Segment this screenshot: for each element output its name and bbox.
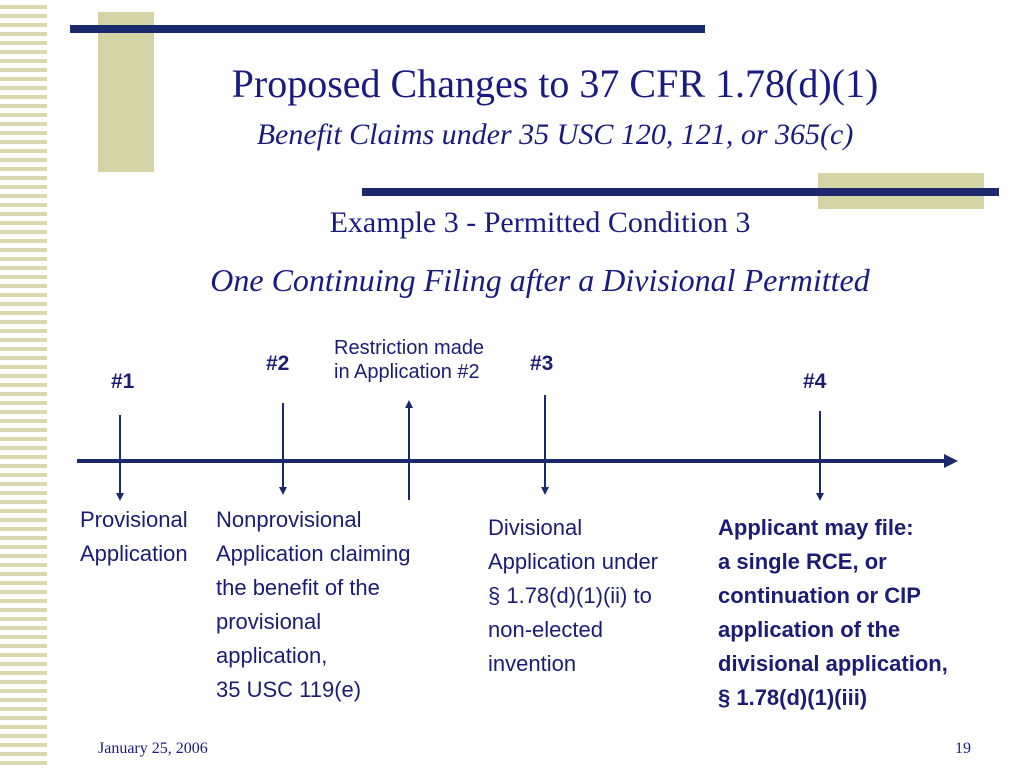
desc-app3-line: § 1.78(d)(1)(ii) to <box>488 583 652 608</box>
desc-app2-line: application, <box>216 643 328 668</box>
desc-app2: Nonprovisional Application claiming the … <box>216 503 410 707</box>
desc-app2-line: 35 USC 119(e) <box>216 677 362 702</box>
desc-app1: Provisional Application <box>80 503 188 571</box>
slide-subtitle: Benefit Claims under 35 USC 120, 121, or… <box>256 118 854 151</box>
restriction-note-line1: Restriction made <box>334 337 485 359</box>
desc-app3-line: Divisional <box>488 515 583 540</box>
example-subheading: One Continuing Filing after a Divisional… <box>210 262 870 298</box>
desc-app3: Divisional Application under § 1.78(d)(1… <box>488 511 658 681</box>
desc-app4-line: divisional application, <box>718 651 948 676</box>
desc-app2-line: provisional <box>216 609 322 634</box>
desc-app1-line: Application <box>80 541 188 566</box>
decor-navy-bar-top <box>70 25 705 33</box>
timeline-arrowhead <box>944 454 958 468</box>
restriction-note-line2: in Application #2 <box>334 361 480 383</box>
desc-app4-line: application of the <box>718 617 901 642</box>
desc-app3-line: invention <box>488 651 577 676</box>
desc-app2-line: Application claiming <box>216 541 411 566</box>
page-number: 19 <box>955 740 971 757</box>
desc-app4: Applicant may file: a single RCE, or con… <box>718 511 948 715</box>
label-app2: #2 <box>266 352 290 375</box>
label-app1: #1 <box>111 370 135 393</box>
desc-app2-line: Nonprovisional <box>216 507 362 532</box>
decorative-stripes <box>0 0 47 768</box>
footer-date: January 25, 2006 <box>98 740 208 757</box>
decor-khaki-block-top <box>98 12 154 172</box>
desc-app4-line: continuation or CIP <box>718 583 921 608</box>
desc-app1-line: Provisional <box>80 507 188 532</box>
desc-app4-line: a single RCE, or <box>718 549 887 574</box>
label-app4: #4 <box>803 370 827 393</box>
label-app3: #3 <box>530 352 554 375</box>
desc-app4-line: § 1.78(d)(1)(iii) <box>718 685 868 710</box>
desc-app4-line: Applicant may file: <box>718 515 914 540</box>
desc-app2-line: the benefit of the <box>216 575 380 600</box>
desc-app3-line: non-elected <box>488 617 603 642</box>
slide-title: Proposed Changes to 37 CFR 1.78(d)(1) <box>231 61 879 106</box>
decor-navy-bar-right <box>362 188 999 196</box>
restriction-note: Restriction made in Application #2 <box>334 336 484 384</box>
desc-app3-line: Application under <box>488 549 659 574</box>
example-heading: Example 3 - Permitted Condition 3 <box>329 206 751 239</box>
